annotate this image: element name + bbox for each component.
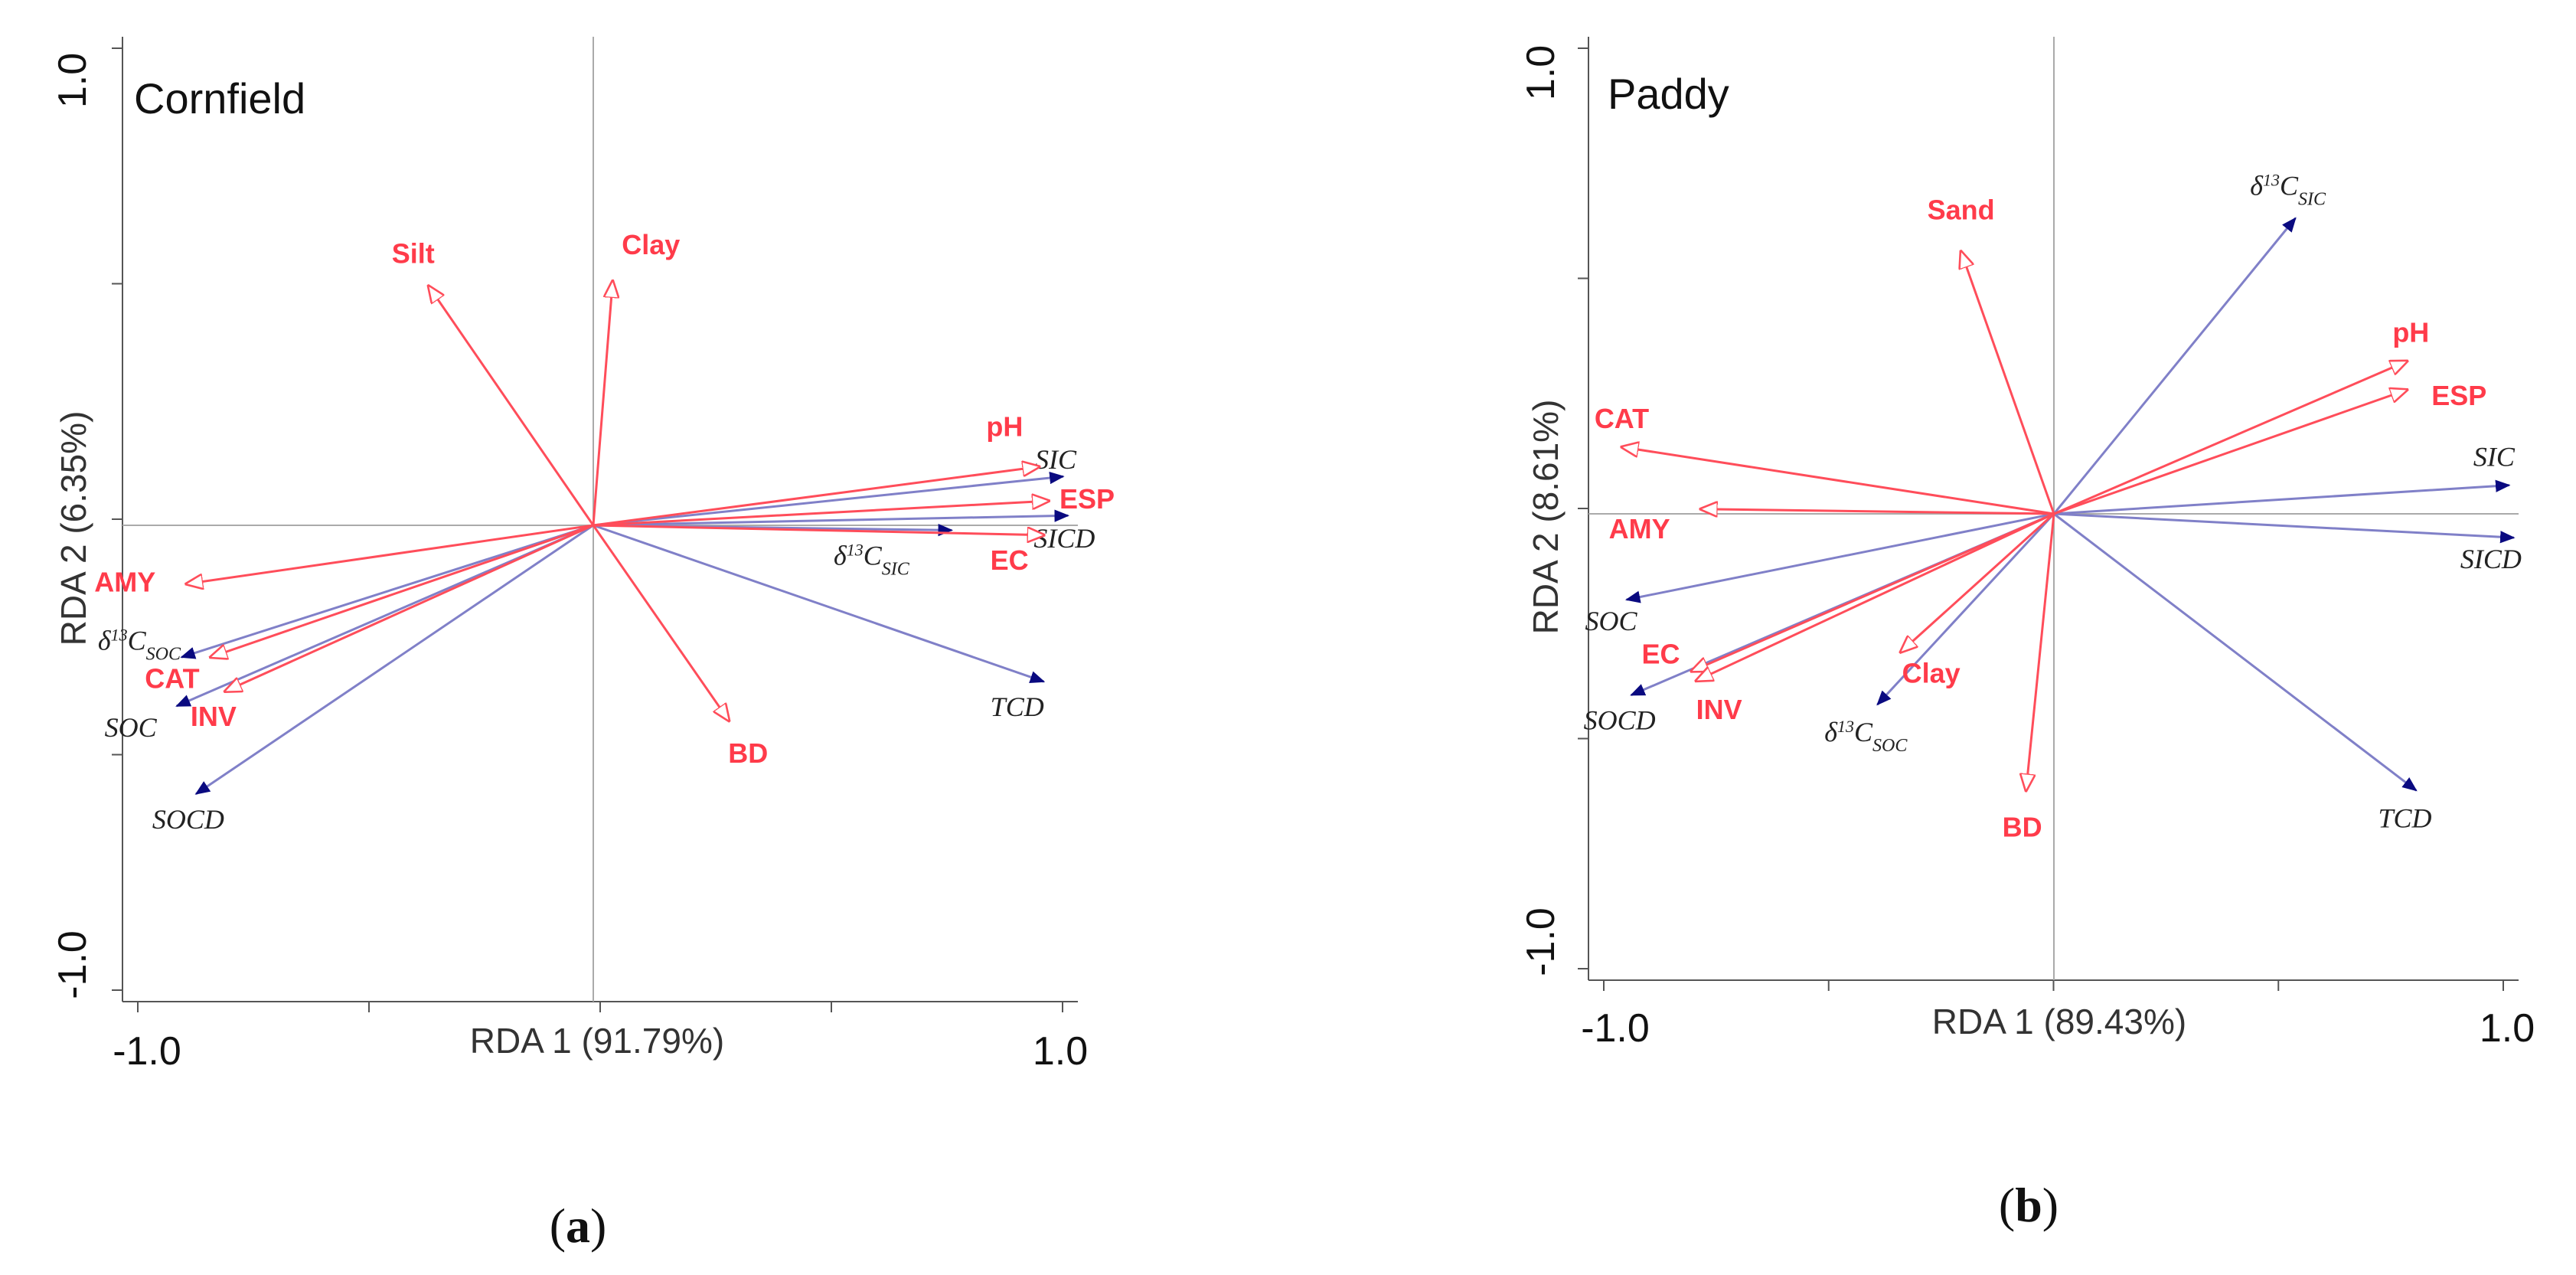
env-label-cat: CAT <box>1595 403 1649 434</box>
panel-b-xtick-min: -1.0 <box>1581 1006 1650 1051</box>
env-label-ph: pH <box>2392 317 2429 348</box>
env-arrow-amy <box>1701 509 2055 514</box>
env-label-esp: ESP <box>1059 483 1115 515</box>
panel-b-vectors: δ13CSIC SIC SICD TCD SOC SOCD δ13CSOC Sand pH ESP… <box>1584 170 2522 842</box>
response-label-sic: SIC <box>2473 442 2516 472</box>
env-arrow-amy <box>186 524 594 584</box>
panel-a-xlabel: RDA 1 (91.79%) <box>470 1021 724 1061</box>
response-arrow-sicd <box>593 509 1069 527</box>
env-label-inv: INV <box>191 701 237 732</box>
response-arrow-tcd <box>593 524 1046 683</box>
response-label-soc: SOC <box>1585 606 1638 636</box>
env-label-esp: ESP <box>2431 380 2486 411</box>
env-label-bd: BD <box>2003 811 2042 842</box>
response-label-sicd: SICD <box>2460 544 2522 574</box>
panel-a-xtick-min: -1.0 <box>113 1029 181 1074</box>
env-label-clay: Clay <box>622 229 680 260</box>
panel-a-ylabel: RDA 2 (6.35%) <box>54 411 93 646</box>
panel-cornfield: Cornfield RDA 1 (91.79%) RDA 2 (6.35%) -… <box>51 37 1115 1253</box>
panel-a-ytick-min: -1.0 <box>51 930 95 999</box>
response-arrow-delta13c-soc <box>180 524 594 659</box>
panel-b-ytick-max: 1.0 <box>1519 45 1563 100</box>
env-label-clay: Clay <box>1902 658 1961 689</box>
response-arrow-delta13c-soc <box>1876 512 2055 706</box>
env-arrow-esp <box>2053 390 2407 515</box>
response-label-socd: SOCD <box>1584 705 1656 736</box>
env-arrow-cat <box>211 524 594 657</box>
panel-b-title: Paddy <box>1608 70 1729 118</box>
panel-b-xlabel: RDA 1 (89.43%) <box>1932 1002 2186 1041</box>
env-label-amy: AMY <box>94 567 155 598</box>
panel-b-xtick-max: 1.0 <box>2480 1006 2535 1051</box>
response-label-delta13c-sic: δ13CSIC <box>2250 170 2326 209</box>
response-arrow-socd <box>194 524 594 796</box>
response-arrow-delta13c-sic <box>2052 217 2297 515</box>
env-arrow-inv <box>1696 512 2055 681</box>
panel-a-vectors: SIC SICD δ13CSIC TCD δ13CSOC SOC SOCD Silt Clay p… <box>94 229 1115 835</box>
env-arrow-cat <box>1621 447 2055 515</box>
response-label-tcd: TCD <box>991 691 1044 722</box>
response-label-sicd: SICD <box>1033 523 1095 554</box>
env-label-ec: EC <box>1642 639 1680 670</box>
env-arrow-bd <box>2026 513 2055 790</box>
response-arrow-tcd <box>2053 512 2418 792</box>
response-label-soc: SOC <box>105 712 158 743</box>
response-label-sic: SIC <box>1035 444 1077 475</box>
env-arrow-ph <box>593 466 1039 527</box>
response-arrow-sic <box>593 471 1065 527</box>
env-arrow-esp <box>593 501 1049 527</box>
panel-b-caption: (b) <box>1999 1178 2059 1232</box>
panel-b-ytick-min: -1.0 <box>1519 907 1563 976</box>
panel-a-xtick-max: 1.0 <box>1033 1029 1088 1074</box>
env-arrow-ec <box>1692 512 2055 672</box>
panel-a-title: Cornfield <box>134 74 305 123</box>
panel-b-caption-letter: b <box>2015 1178 2042 1232</box>
response-label-socd: SOCD <box>152 804 224 835</box>
env-label-amy: AMY <box>1609 513 1670 544</box>
response-arrow-sicd <box>2053 512 2516 544</box>
env-label-cat: CAT <box>145 662 199 694</box>
env-label-ph: pH <box>986 410 1023 442</box>
response-arrow-soc <box>1624 512 2055 603</box>
env-arrow-inv <box>225 524 594 691</box>
panel-paddy: Paddy RDA 1 (89.43%) RDA 2 (8.61%) -1.0 … <box>1519 37 2535 1232</box>
env-arrow-sand <box>1961 251 2055 515</box>
response-label-delta13c-sic: δ13CSIC <box>834 540 910 580</box>
env-label-inv: INV <box>1696 694 1742 725</box>
env-arrow-silt <box>429 286 595 526</box>
panel-b-ylabel: RDA 2 (8.61%) <box>1526 400 1566 635</box>
response-arrow-sic <box>2053 479 2511 515</box>
env-arrow-ph <box>2053 361 2407 515</box>
env-arrow-ec <box>593 524 1044 535</box>
panel-a-caption-letter: a <box>566 1198 590 1253</box>
response-label-delta13c-soc: δ13CSOC <box>1824 717 1908 757</box>
panel-a-ytick-max: 1.0 <box>51 53 95 108</box>
response-label-tcd: TCD <box>2378 803 2431 833</box>
response-label-delta13c-soc: δ13CSOC <box>98 625 181 665</box>
env-arrow-clay <box>1901 512 2055 652</box>
env-arrow-clay <box>592 281 612 526</box>
env-label-ec: EC <box>991 544 1029 576</box>
panel-a-caption: (a) <box>550 1198 607 1253</box>
env-arrow-bd <box>592 525 729 721</box>
env-label-bd: BD <box>728 737 768 769</box>
env-label-sand: Sand <box>1928 194 1995 225</box>
env-label-silt: Silt <box>392 237 435 269</box>
